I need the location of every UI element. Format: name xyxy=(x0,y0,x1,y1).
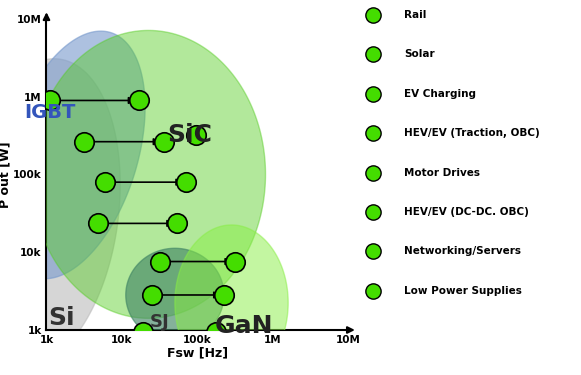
Text: Solar: Solar xyxy=(404,50,435,59)
Polygon shape xyxy=(1,31,145,279)
Text: SJ: SJ xyxy=(150,313,170,331)
Polygon shape xyxy=(31,30,266,318)
Text: HEV/EV (DC-DC. OBC): HEV/EV (DC-DC. OBC) xyxy=(404,207,529,217)
Text: IGBT: IGBT xyxy=(24,103,76,122)
Text: Si: Si xyxy=(48,306,75,330)
Text: Motor Drives: Motor Drives xyxy=(404,168,480,177)
Text: SiC: SiC xyxy=(167,123,213,147)
Polygon shape xyxy=(126,248,224,342)
Text: EV Charging: EV Charging xyxy=(404,89,476,99)
Polygon shape xyxy=(175,225,288,375)
Text: Low Power Supplies: Low Power Supplies xyxy=(404,286,522,296)
Y-axis label: P out [W]: P out [W] xyxy=(0,141,12,208)
Text: Rail: Rail xyxy=(404,10,426,20)
Text: Networking/Servers: Networking/Servers xyxy=(404,246,521,256)
Text: HEV/EV (Traction, OBC): HEV/EV (Traction, OBC) xyxy=(404,128,540,138)
Text: GaN: GaN xyxy=(215,314,274,338)
X-axis label: Fsw [Hz]: Fsw [Hz] xyxy=(167,346,228,359)
Polygon shape xyxy=(0,59,120,368)
